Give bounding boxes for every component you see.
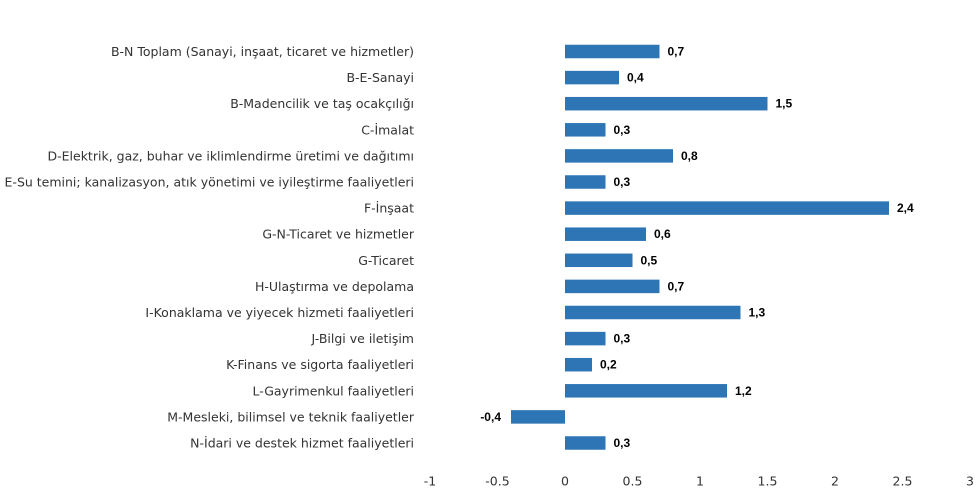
category-labels: B-N Toplam (Sanayi, inşaat, ticaret ve h… [5,44,415,451]
bar [511,410,565,424]
bar [565,305,741,320]
category-label: G-Ticaret [358,253,414,268]
x-tick-label: -0.5 [485,474,509,489]
data-label: 0,3 [614,123,631,137]
category-label: K-Finans ve sigorta faaliyetleri [226,357,414,372]
category-label: E-Su temini; kanalizasyon, atık yönetimi… [5,175,414,190]
data-label: 0,3 [614,332,631,346]
bar [565,70,619,85]
data-label: 0,3 [614,175,631,189]
data-label: 0,6 [654,227,671,241]
x-tick-label: 0 [561,474,569,489]
x-tick-label: -1 [424,474,436,489]
bar [565,44,660,59]
category-label: G-N-Ticaret ve hizmetler [262,227,415,242]
category-label: J-Bilgi ve iletişim [311,331,414,346]
bar [565,149,673,163]
data-label: 2,4 [897,201,914,215]
data-label: 1,2 [735,384,752,398]
x-tick-label: 0.5 [623,474,643,489]
bar [565,384,727,398]
bar [565,436,606,450]
x-tick-label: 3 [966,474,974,489]
bar [565,123,606,137]
data-label: 0,2 [600,358,617,372]
x-tick-label: 2 [831,474,839,489]
value-labels: 0,7 0,4 1,5 0,3 0,8 0,3 2,4 0,6 0,5 0,7 1,3 0,3 0,2 1… [480,45,914,451]
bar [565,201,889,215]
x-tick-label: 1.5 [758,474,778,489]
bars-layer [511,44,889,450]
category-label: L-Gayrimenkul faaliyetleri [252,383,414,398]
category-label: N-İdari ve destek hizmet faaliyetleri [190,436,414,451]
bar [565,253,633,268]
data-label: 0,3 [614,436,631,450]
data-label: 0,7 [668,279,685,293]
category-label: B-N Toplam (Sanayi, inşaat, ticaret ve h… [111,44,414,59]
category-label: B-Madencilik ve taş ocakçılığı [230,96,414,111]
bar [565,331,606,346]
x-axis: -1 -0.5 0 0.5 1 1.5 2 2.5 3 [424,474,974,489]
category-label: I-Konaklama ve yiyecek hizmeti faaliyetl… [145,305,414,320]
data-label: 0,4 [627,71,644,85]
category-label: H-Ulaştırma ve depolama [255,279,414,294]
data-label: 1,3 [749,306,766,320]
data-label: 0,8 [681,149,698,163]
bar [565,96,768,111]
bar [565,357,592,372]
data-label: 0,5 [641,253,658,267]
category-label: D-Elektrik, gaz, buhar ve iklimlendirme … [48,148,415,163]
category-label: M-Mesleki, bilimsel ve teknik faaliyetle… [167,409,415,424]
bar [565,227,646,241]
data-label: -0,4 [480,410,501,424]
bar [565,175,606,189]
category-label: B-E-Sanayi [346,70,414,85]
data-label: 1,5 [776,97,793,111]
category-label: C-İmalat [361,122,414,137]
x-tick-label: 2.5 [893,474,913,489]
data-label: 0,7 [668,45,685,59]
category-label: F-İnşaat [364,201,414,216]
x-tick-label: 1 [696,474,704,489]
bar [565,279,660,294]
